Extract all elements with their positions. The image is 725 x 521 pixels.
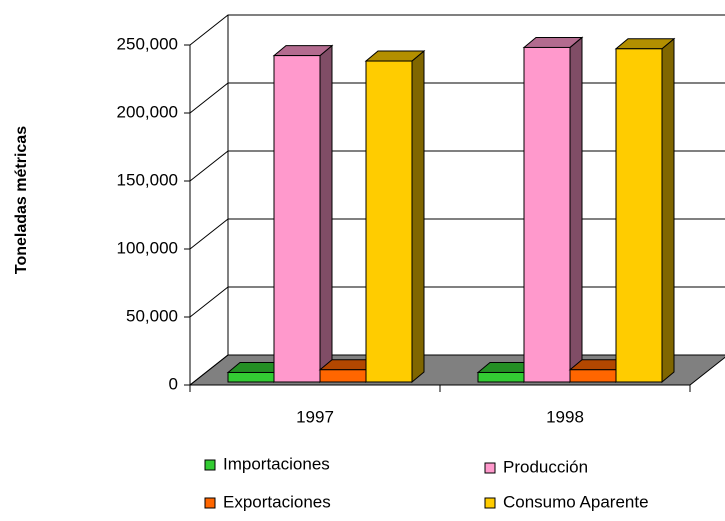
legend-item: Exportaciones — [204, 492, 331, 511]
bar — [522, 36, 584, 384]
legend-label: Importaciones — [223, 454, 330, 473]
legend-swatch — [484, 497, 496, 509]
y-tick-label: 50,000 — [126, 306, 178, 325]
bar — [614, 37, 676, 384]
legend-label: Consumo Aparente — [503, 492, 649, 511]
y-tick-label: 100,000 — [117, 238, 178, 257]
bar — [364, 49, 426, 384]
legend-label: Exportaciones — [223, 492, 331, 511]
legend-swatch — [204, 497, 216, 509]
x-tick-label: 1997 — [296, 407, 334, 426]
legend-label: Producción — [503, 457, 588, 476]
bar — [272, 44, 334, 384]
x-tick-label: 1998 — [546, 407, 584, 426]
y-tick-label: 250,000 — [117, 34, 178, 53]
legend-item: Producción — [484, 457, 588, 476]
legend-item: Consumo Aparente — [484, 492, 649, 511]
legend-swatch — [204, 459, 216, 471]
legend-swatch — [484, 462, 496, 474]
grid-line — [189, 14, 725, 46]
legend-item: Importaciones — [204, 454, 330, 473]
y-tick-label: 150,000 — [117, 170, 178, 189]
y-axis-label: Toneladas métricas — [13, 126, 30, 274]
y-tick-label: 0 — [169, 374, 178, 393]
y-tick-label: 200,000 — [117, 102, 178, 121]
